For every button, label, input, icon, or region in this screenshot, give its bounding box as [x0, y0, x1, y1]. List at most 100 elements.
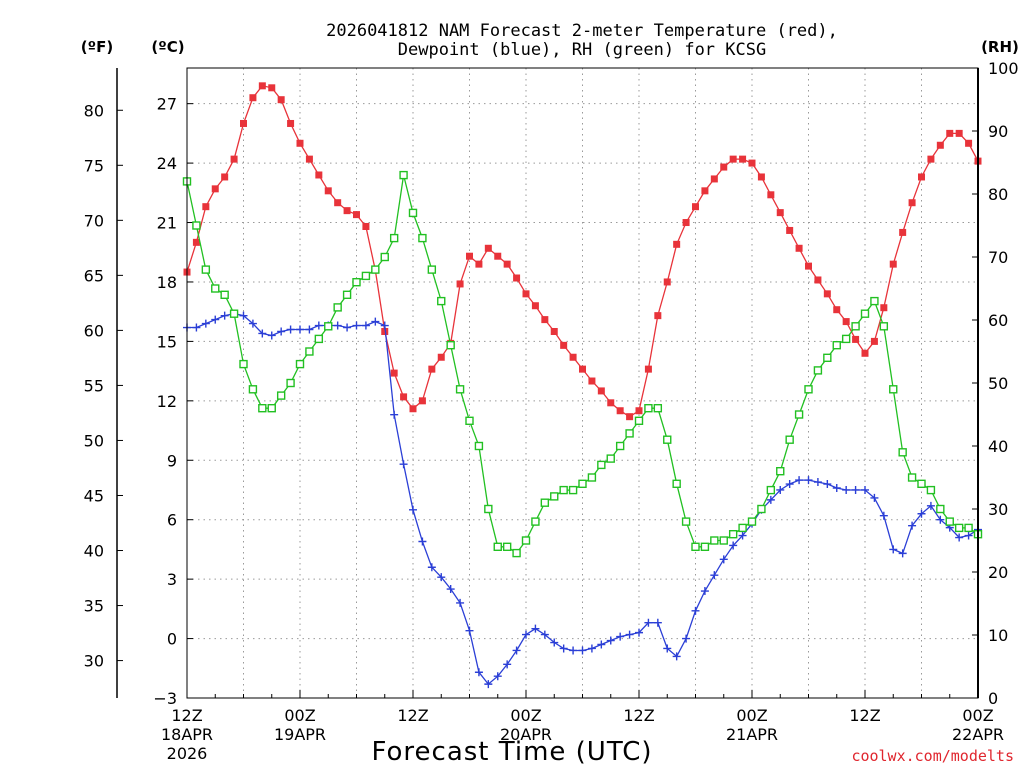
x-tick-label-date: 19APR	[274, 725, 326, 744]
x-tick-label-year: 2026	[167, 744, 208, 763]
data-point	[568, 485, 578, 495]
grid-lines	[187, 68, 978, 698]
fahrenheit-tick-label: 65	[84, 266, 104, 285]
x-tick-label-time: 12Z	[171, 706, 202, 725]
data-point	[663, 278, 671, 286]
data-point	[682, 634, 691, 643]
rh-tick-label: 30	[988, 500, 1008, 519]
data-point	[663, 435, 672, 444]
data-point	[964, 531, 973, 540]
data-point	[286, 325, 295, 334]
fahrenheit-tick-label: 45	[84, 486, 104, 505]
celsius-tick-label: 24	[157, 154, 177, 173]
data-point	[437, 296, 446, 306]
celsius-tick-label: 0	[167, 630, 177, 649]
data-point	[898, 448, 907, 457]
data-point	[437, 573, 446, 582]
data-point	[908, 521, 917, 530]
data-point	[239, 359, 248, 369]
data-point	[559, 485, 568, 495]
data-point	[597, 387, 605, 395]
data-point	[832, 341, 841, 350]
data-point	[946, 129, 954, 137]
data-point	[342, 290, 352, 299]
data-point	[550, 638, 559, 647]
data-point	[559, 644, 568, 653]
data-point	[879, 322, 889, 331]
x-tick-label-time: 00Z	[962, 706, 993, 725]
data-point	[550, 327, 558, 335]
data-point	[314, 321, 323, 330]
data-point	[484, 680, 493, 689]
data-point	[795, 476, 804, 485]
data-point	[380, 321, 389, 330]
data-point	[785, 435, 794, 444]
data-point	[296, 325, 304, 334]
data-point	[841, 334, 851, 344]
data-point	[861, 485, 869, 494]
data-point	[389, 233, 399, 243]
data-point	[692, 203, 699, 211]
data-point	[493, 542, 502, 551]
data-point	[842, 485, 851, 494]
data-point	[926, 485, 936, 495]
data-point	[484, 504, 493, 514]
data-point	[409, 405, 417, 413]
data-point	[860, 309, 870, 318]
rh-tick-label: 0	[988, 689, 998, 708]
data-point	[917, 479, 926, 488]
data-point	[767, 191, 775, 199]
data-point	[248, 385, 258, 394]
x-tick-label-time: 00Z	[510, 706, 541, 725]
celsius-tick-label: 27	[157, 95, 177, 114]
data-point	[352, 321, 361, 330]
x-tick-label-date: 18APR	[161, 725, 213, 744]
data-point	[907, 473, 917, 482]
x-tick-label-time: 12Z	[623, 706, 654, 725]
data-point	[852, 335, 860, 343]
data-point	[201, 319, 210, 328]
data-point	[738, 531, 747, 540]
data-point	[258, 404, 267, 413]
data-point	[965, 139, 973, 147]
data-point	[502, 542, 512, 551]
data-point	[220, 290, 229, 299]
data-point	[484, 244, 492, 252]
data-point	[710, 175, 718, 183]
data-point	[870, 337, 878, 345]
data-point	[267, 404, 276, 413]
data-point	[221, 173, 229, 181]
data-point	[635, 628, 643, 637]
data-point	[276, 391, 286, 400]
data-point	[192, 221, 201, 230]
data-point	[880, 304, 888, 312]
data-point	[239, 311, 248, 320]
data-point	[465, 626, 474, 635]
data-point	[446, 585, 455, 594]
data-point	[804, 476, 813, 485]
data-point	[766, 495, 775, 504]
celsius-tick-label: 3	[167, 570, 177, 589]
data-point	[597, 460, 606, 470]
x-axis-label: Forecast Time (UTC)	[371, 737, 652, 767]
data-point	[361, 271, 371, 281]
data-point	[560, 341, 568, 349]
data-point	[964, 523, 973, 533]
data-point	[418, 537, 427, 546]
x-tick-label-time: 00Z	[284, 706, 315, 725]
data-point	[380, 252, 389, 262]
series-relative-humidity	[182, 170, 983, 558]
data-point	[305, 155, 313, 163]
data-point	[399, 170, 408, 180]
data-point	[728, 530, 738, 539]
data-point	[644, 618, 653, 627]
data-point	[343, 207, 351, 215]
data-point	[917, 509, 926, 518]
data-point	[446, 341, 455, 350]
celsius-tick-label: 9	[167, 451, 177, 470]
data-point	[710, 571, 719, 580]
data-point	[513, 274, 521, 282]
data-point	[757, 173, 765, 181]
data-point	[192, 238, 200, 246]
data-point	[333, 321, 342, 330]
